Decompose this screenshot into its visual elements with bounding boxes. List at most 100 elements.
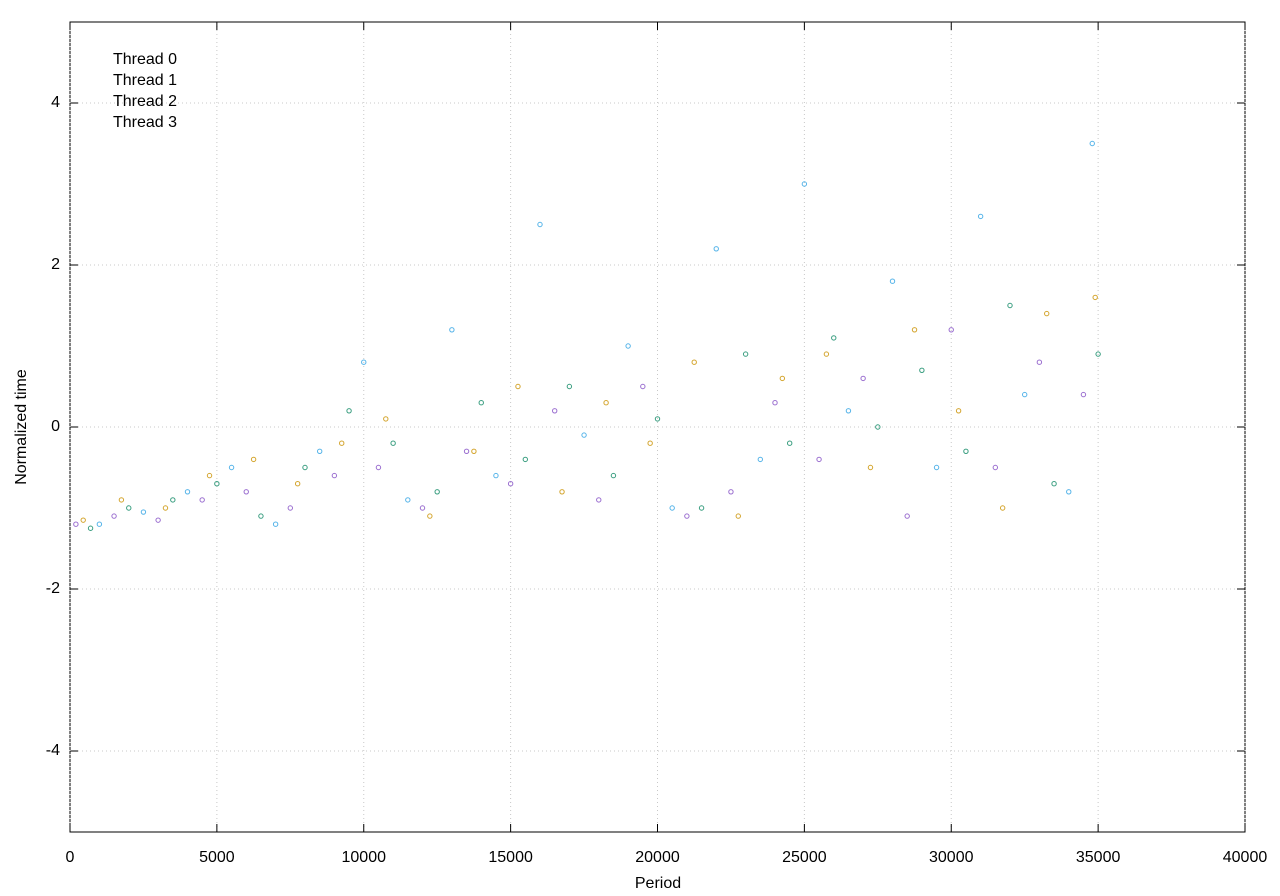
data-point xyxy=(713,246,719,252)
data-point xyxy=(162,505,169,511)
data-point xyxy=(1092,294,1098,301)
x-tick-label: 0 xyxy=(66,849,75,866)
data-point xyxy=(779,375,786,382)
data-point xyxy=(316,448,323,454)
data-point xyxy=(331,472,338,479)
data-point xyxy=(199,497,205,503)
data-point xyxy=(728,489,734,495)
data-point xyxy=(977,213,984,220)
x-tick-label: 40000 xyxy=(1223,849,1268,866)
data-point xyxy=(831,335,837,341)
data-point xyxy=(73,521,79,527)
data-point xyxy=(1051,481,1057,487)
data-point xyxy=(80,517,86,523)
legend-label: Thread 3 xyxy=(113,114,177,131)
data-point xyxy=(463,448,470,454)
data-point xyxy=(992,464,999,471)
data-point xyxy=(515,383,521,390)
data-point xyxy=(427,513,433,519)
y-tick-label: 2 xyxy=(51,256,60,273)
data-point xyxy=(493,472,499,479)
data-point xyxy=(390,440,396,446)
data-point xyxy=(118,497,125,503)
data-point xyxy=(272,521,279,527)
data-point xyxy=(559,489,565,495)
data-point xyxy=(346,408,352,414)
data-point xyxy=(801,181,808,187)
y-axis-label: Normalized time xyxy=(13,369,30,485)
data-point xyxy=(691,359,697,365)
data-point xyxy=(383,416,389,422)
x-tick-label: 15000 xyxy=(488,849,533,866)
data-point xyxy=(471,448,477,454)
data-point xyxy=(596,497,602,503)
data-point xyxy=(1066,489,1072,495)
data-point xyxy=(140,509,147,515)
data-point xyxy=(1080,391,1087,398)
x-tick-label: 20000 xyxy=(635,849,680,866)
data-point xyxy=(96,521,103,527)
data-point xyxy=(507,481,514,487)
data-point xyxy=(963,448,969,454)
data-point xyxy=(287,505,294,511)
y-tick-label: -2 xyxy=(46,580,60,597)
data-point xyxy=(294,481,301,487)
x-axis-label: Period xyxy=(635,875,681,892)
data-point xyxy=(155,517,161,523)
data-point xyxy=(911,327,918,333)
data-point xyxy=(302,464,308,471)
data-point xyxy=(610,472,617,479)
data-point xyxy=(184,489,191,495)
data-point xyxy=(170,497,176,503)
data-point xyxy=(904,513,910,519)
data-point xyxy=(640,383,646,390)
data-point xyxy=(875,424,881,430)
data-point xyxy=(816,456,822,463)
data-point xyxy=(823,351,830,357)
data-point xyxy=(654,416,661,422)
y-tick-label: 4 xyxy=(51,94,60,111)
x-tick-label: 10000 xyxy=(342,849,387,866)
data-point xyxy=(735,513,741,519)
data-point xyxy=(339,440,345,446)
x-tick-label: 30000 xyxy=(929,849,974,866)
data-point xyxy=(111,513,117,519)
y-tick-label: 0 xyxy=(51,418,60,435)
data-point xyxy=(405,497,411,503)
data-point xyxy=(669,505,675,511)
data-point xyxy=(919,367,925,373)
data-point xyxy=(1095,351,1101,357)
legend-label: Thread 0 xyxy=(113,51,177,68)
data-point xyxy=(772,400,778,406)
x-tick-label: 35000 xyxy=(1076,849,1121,866)
data-point xyxy=(478,400,484,406)
data-point xyxy=(603,400,609,406)
data-point xyxy=(419,505,426,511)
x-tick-label: 5000 xyxy=(199,849,235,866)
data-point xyxy=(1044,310,1050,317)
data-point xyxy=(566,383,573,390)
data-point xyxy=(698,505,705,511)
data-point xyxy=(1036,359,1043,365)
data-point xyxy=(449,327,455,333)
x-tick-label: 25000 xyxy=(782,849,827,866)
data-point xyxy=(214,481,220,487)
data-point xyxy=(1021,391,1028,398)
data-point xyxy=(87,525,94,531)
data-point xyxy=(1007,302,1013,309)
data-point xyxy=(375,464,382,471)
data-point xyxy=(845,408,852,414)
data-point xyxy=(581,432,587,438)
data-point xyxy=(434,489,440,495)
data-point xyxy=(206,472,213,479)
data-point xyxy=(742,351,749,357)
legend-label: Thread 1 xyxy=(113,72,177,89)
data-point xyxy=(258,513,264,519)
data-point xyxy=(867,464,874,471)
data-point xyxy=(126,505,132,511)
data-point xyxy=(551,408,558,414)
data-point xyxy=(647,440,653,446)
data-point xyxy=(955,408,962,414)
data-point xyxy=(786,440,793,446)
